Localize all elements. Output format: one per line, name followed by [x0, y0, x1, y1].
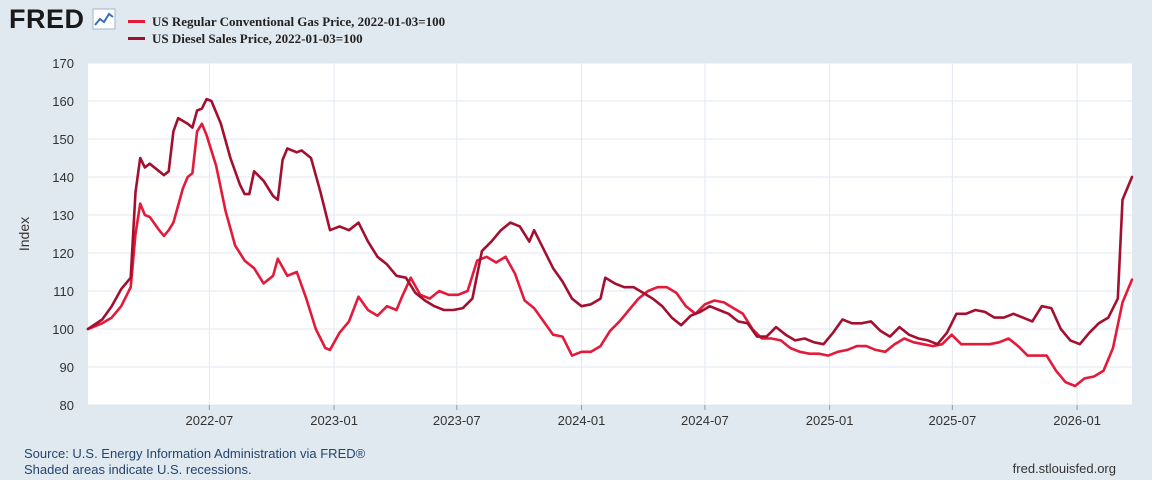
source-note: Source: U.S. Energy Information Administ… [24, 446, 366, 461]
legend-label-diesel: US Diesel Sales Price, 2022-01-03=100 [152, 30, 363, 46]
x-tick-label: 2026-01 [1053, 413, 1101, 428]
line-chart[interactable]: 80 90 100 110 120 130 140 150 160 170 2022-07 2023-… [0, 0, 1152, 445]
y-tick-label: 90 [60, 360, 74, 375]
chart-footer: Source: U.S. Energy Information Administ… [24, 446, 365, 478]
y-tick-label: 130 [52, 208, 74, 223]
series-line-diesel[interactable] [86, 97, 1134, 346]
legend-swatch-diesel [128, 37, 145, 40]
y-tick-label: 80 [60, 398, 74, 413]
chart-header: FRED US Regular Conventional Gas Price, … [0, 0, 1152, 52]
x-tick-label: 2025-07 [928, 413, 976, 428]
legend-item-gas[interactable]: US Regular Conventional Gas Price, 2022-… [128, 13, 445, 30]
series-line-gas[interactable] [86, 122, 1134, 388]
x-tick-label: 2023-01 [310, 413, 358, 428]
y-tick-label: 150 [52, 132, 74, 147]
y-tick-label: 110 [53, 284, 74, 299]
legend-item-diesel[interactable]: US Diesel Sales Price, 2022-01-03=100 [128, 30, 445, 47]
x-tick-label: 2023-07 [433, 413, 481, 428]
recession-note: Shaded areas indicate U.S. recessions. [24, 462, 252, 477]
x-tick-label: 2024-07 [681, 413, 729, 428]
plot-area [88, 63, 1132, 405]
y-tick-label: 120 [52, 246, 74, 261]
chart-legend: US Regular Conventional Gas Price, 2022-… [128, 13, 445, 47]
legend-label-gas: US Regular Conventional Gas Price, 2022-… [152, 13, 446, 29]
y-tick-label: 160 [52, 94, 74, 109]
legend-swatch-gas [128, 20, 145, 23]
x-tick-label: 2022-07 [185, 413, 233, 428]
fred-url[interactable]: fred.stlouisfed.org [1012, 461, 1116, 476]
y-tick-label: 100 [52, 322, 74, 337]
y-tick-label: 140 [52, 170, 74, 185]
x-tick-label: 2024-01 [558, 413, 606, 428]
y-tick-label: 170 [52, 56, 74, 71]
y-axis-label: Index [16, 217, 32, 251]
x-tick-label: 2025-01 [806, 413, 854, 428]
fred-logo[interactable]: FRED [9, 4, 85, 34]
line-chart-icon [92, 8, 116, 30]
